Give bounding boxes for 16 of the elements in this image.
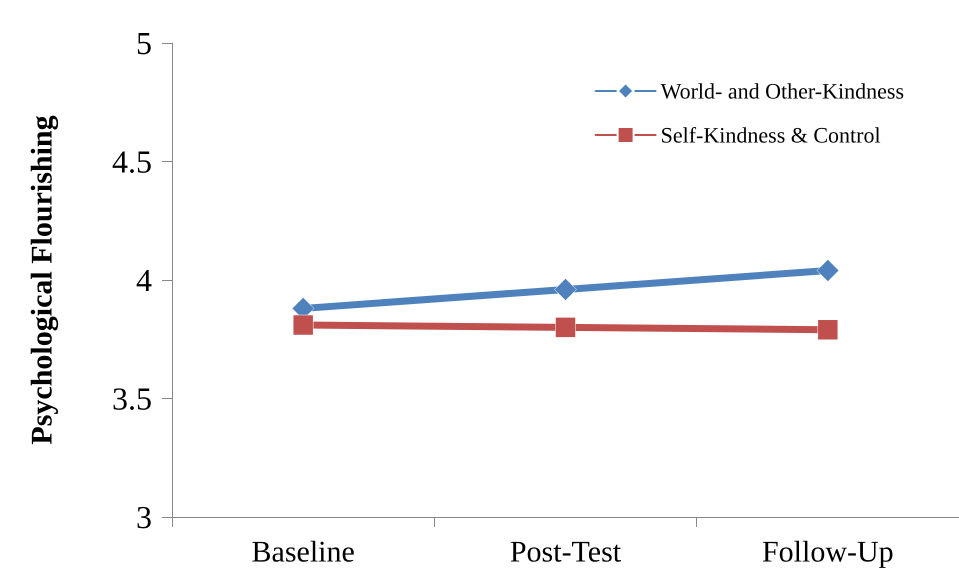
point: [555, 317, 576, 338]
legend-label: World- and Other-Kindness: [660, 78, 904, 104]
y-tick-label: 4: [136, 262, 152, 298]
y-tick-label: 3.5: [112, 380, 152, 416]
y-tick-label: 5: [136, 25, 152, 61]
point: [554, 278, 577, 301]
x-tick-label: Post-Test: [510, 536, 622, 568]
legend-label: Self-Kindness & Control: [660, 122, 881, 148]
point: [292, 314, 314, 336]
y-tick-label: 3: [136, 499, 152, 535]
point: [816, 259, 840, 282]
x-tick-label: Follow-Up: [762, 536, 894, 568]
x-tick-label: Baseline: [252, 536, 355, 568]
y-axis-title: Psychological Flourishing: [26, 115, 58, 445]
y-tick-label: 4.5: [112, 144, 152, 180]
point: [818, 320, 838, 340]
